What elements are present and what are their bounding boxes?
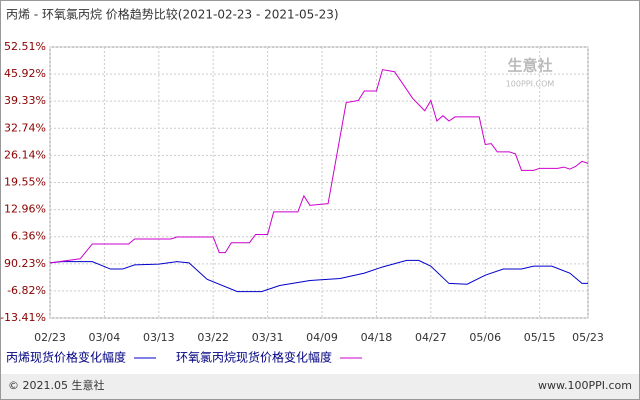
y-tick-label: 39.33% bbox=[4, 94, 46, 107]
y-tick-label: -6.82% bbox=[7, 284, 46, 297]
x-tick-label: 04/09 bbox=[306, 331, 338, 344]
y-tick-label: 12.96% bbox=[4, 203, 46, 216]
y-tick-label: -13.41% bbox=[0, 311, 46, 324]
legend-label: 环氧氯丙烷现货价格变化幅度 bbox=[176, 350, 332, 365]
y-tick-label: 6.36% bbox=[11, 230, 46, 243]
footer-right: www.100PPI.com bbox=[538, 379, 632, 392]
x-tick-label: 04/27 bbox=[415, 331, 447, 344]
x-tick-label: 05/15 bbox=[524, 331, 556, 344]
watermark-name: 生意社 bbox=[507, 57, 552, 75]
x-tick-label: 05/23 bbox=[572, 331, 604, 344]
x-tick-label: 05/06 bbox=[469, 331, 501, 344]
x-tick-label: 03/13 bbox=[143, 331, 175, 344]
x-tick-label: 03/31 bbox=[252, 331, 284, 344]
y-tick-label: 19.55% bbox=[4, 176, 46, 189]
y-tick-label: 32.74% bbox=[4, 121, 46, 134]
series-line bbox=[49, 259, 588, 293]
series-line bbox=[49, 69, 589, 264]
y-tick-label: 90.23% bbox=[4, 257, 46, 270]
footer-bar bbox=[1, 374, 639, 399]
x-tick-label: 02/23 bbox=[34, 331, 66, 344]
chart-title: 丙烯 - 环氧氯丙烷 价格趋势比较(2021-02-23 - 2021-05-2… bbox=[6, 7, 339, 22]
y-tick-label: 45.92% bbox=[4, 67, 46, 80]
x-tick-label: 03/22 bbox=[197, 331, 229, 344]
watermark-site: 100PPI.COM bbox=[506, 80, 555, 89]
x-tick-label: 04/18 bbox=[361, 331, 393, 344]
y-tick-label: 52.51% bbox=[4, 40, 46, 53]
footer-left: © 2021.05 生意社 bbox=[8, 378, 104, 392]
x-tick-label: 03/04 bbox=[89, 331, 121, 344]
legend-label: 丙烯现货价格变化幅度 bbox=[6, 350, 126, 365]
y-tick-label: 26.14% bbox=[4, 148, 46, 161]
